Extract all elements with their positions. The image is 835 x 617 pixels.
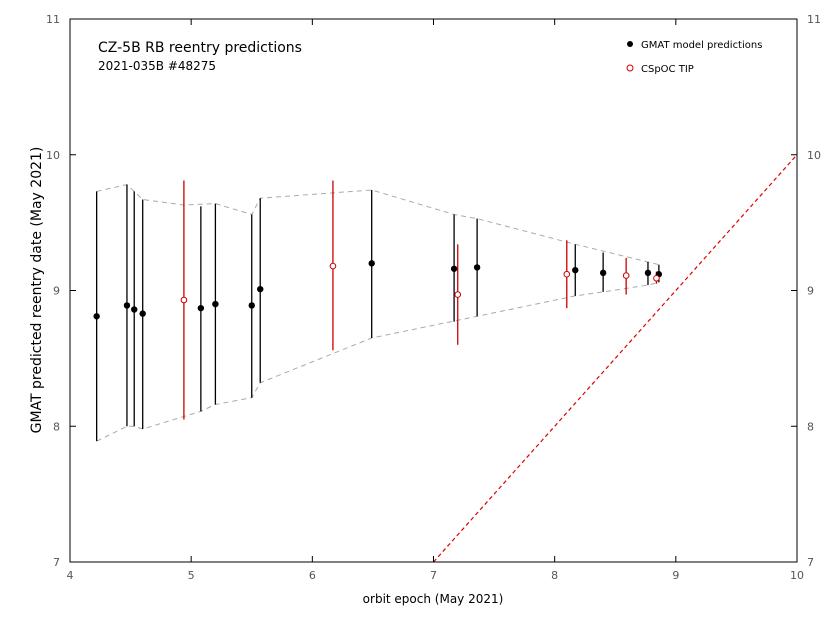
uncertainty-envelope (96, 184, 660, 442)
x-tick-label: 10 (790, 569, 804, 582)
envelope-lower-line (96, 281, 660, 442)
x-tick-label: 4 (67, 569, 74, 582)
y-tick-label: 9 (53, 285, 60, 298)
y-tick-label: 7 (53, 556, 60, 569)
y-tick-label-right: 9 (807, 285, 814, 298)
y-tick-label-right: 7 (807, 556, 814, 569)
plot-frame (69, 18, 798, 563)
tip-prediction-point (622, 272, 630, 279)
reference-diagonal-line (433, 154, 798, 563)
tip-prediction-point (563, 270, 571, 278)
x-tick-label: 7 (430, 569, 437, 582)
tip-prediction-point (653, 274, 660, 282)
legend-tip-marker (626, 64, 634, 72)
legend: GMAT model predictions CSpOC TIP (626, 40, 762, 75)
x-tick-label: 9 (672, 569, 679, 582)
gmat-prediction-point (131, 306, 138, 313)
tip-prediction-point (454, 291, 462, 298)
gmat-prediction-point (450, 265, 458, 272)
tip-prediction-point (329, 262, 337, 270)
gmat-prediction-point (257, 285, 264, 293)
gmat-prediction-point (212, 300, 219, 308)
chart-title: CZ-5B RB reentry predictions (98, 40, 302, 56)
reference-diagonal-layer (433, 154, 798, 563)
x-tick-label: 8 (551, 569, 558, 582)
gmat-prediction-point (599, 269, 607, 277)
y-tick-label-right: 11 (807, 13, 821, 26)
data-points-layer (93, 260, 663, 320)
gmat-prediction-point (368, 260, 375, 267)
y-tick-label: 10 (46, 149, 60, 162)
gmat-prediction-point (93, 313, 100, 320)
legend-tip-label: CSpOC TIP (641, 64, 694, 75)
x-tick-label: 5 (188, 569, 195, 582)
x-tick-label: 6 (309, 569, 316, 582)
gmat-prediction-point (644, 269, 652, 277)
gmat-prediction-point (123, 302, 131, 309)
gmat-prediction-point (197, 304, 205, 312)
chart-subtitle: 2021-035B #48275 (98, 59, 216, 73)
legend-gmat-marker (627, 41, 633, 47)
y-tick-label: 8 (53, 420, 60, 433)
y-tick-label-right: 10 (807, 149, 821, 162)
gmat-prediction-point (139, 310, 146, 317)
y-tick-label-right: 8 (807, 420, 814, 433)
envelope-upper-line (96, 184, 660, 266)
gmat-prediction-point (473, 264, 481, 271)
legend-gmat-label: GMAT model predictions (641, 40, 762, 51)
gmat-prediction-point (248, 302, 255, 309)
error-bars-layer (96, 180, 660, 442)
gmat-prediction-point (572, 266, 579, 274)
y-axis-title: GMAT predicted reentry date (May 2021) (29, 147, 45, 434)
y-tick-label: 11 (46, 13, 60, 26)
x-axis-title: orbit epoch (May 2021) (363, 592, 504, 606)
tip-prediction-point (180, 296, 188, 304)
